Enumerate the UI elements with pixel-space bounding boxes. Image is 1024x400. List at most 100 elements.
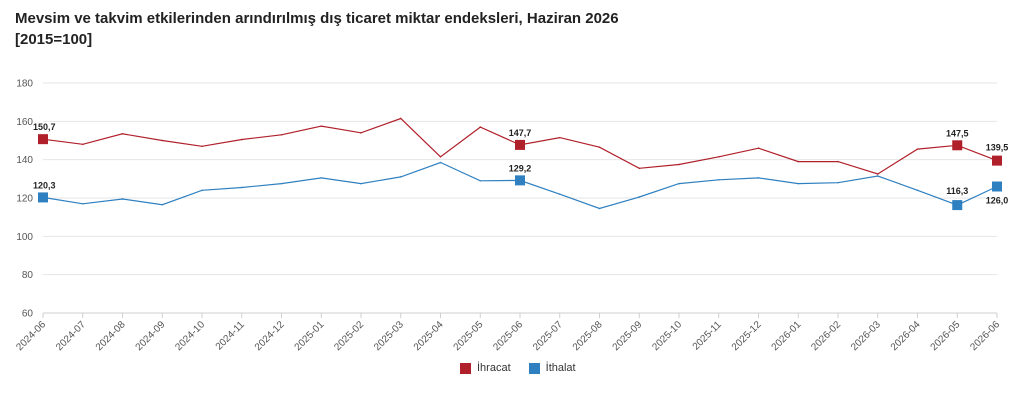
x-tick-label-2025-04: 2025-04 — [412, 319, 446, 353]
legend-item-ihracat[interactable]: İhracat — [460, 362, 511, 374]
x-tick-label-2024-10: 2024-10 — [173, 319, 207, 353]
x-tick-label-2024-06: 2024-06 — [14, 319, 48, 353]
data-label-1-2024-06: 120,3 — [33, 180, 56, 190]
series-1-point-2025-07 — [558, 193, 561, 195]
series-0-point-2025-11 — [717, 155, 720, 158]
marker-1-2025-06 — [515, 175, 525, 186]
series-1-point-2025-12 — [757, 177, 760, 179]
marker-0-2026-05 — [952, 140, 963, 151]
marker-1-2026-05 — [952, 200, 963, 211]
series-1-point-2024-10 — [201, 189, 203, 192]
x-tick-label-2025-09: 2025-09 — [611, 319, 645, 353]
series-1-point-2025-11 — [717, 178, 720, 181]
series-1-point-2025-05 — [479, 179, 482, 182]
series-1-point-2025-01 — [320, 177, 323, 179]
series-1-point-2025-03 — [399, 176, 402, 178]
marker-0-2025-06 — [515, 139, 525, 150]
y-tick-label-180: 180 — [16, 79, 33, 90]
legend-label-ihracat: İhracat — [477, 362, 511, 374]
x-tick-label-2024-11: 2024-11 — [214, 319, 248, 353]
series-0-point-2025-08 — [598, 146, 601, 149]
marker-0-2024-06 — [38, 134, 48, 145]
marker-0-2026-06 — [992, 155, 1002, 166]
series-0-point-2024-07 — [81, 143, 84, 146]
data-label-0-2025-06: 147,7 — [509, 128, 532, 138]
data-label-0-2026-05: 147,5 — [946, 128, 969, 138]
series-0-point-2025-03 — [399, 117, 402, 120]
x-tick-label-2025-10: 2025-10 — [650, 319, 684, 353]
y-tick-label-120: 120 — [16, 194, 33, 205]
legend-item-ithalat[interactable]: İthalat — [528, 362, 576, 374]
series-0-point-2026-02 — [837, 160, 839, 163]
x-tick-label-2026-01: 2026-01 — [770, 319, 804, 353]
x-tick-label-2026-04: 2026-04 — [889, 319, 923, 353]
x-tick-label-2025-02: 2025-02 — [332, 319, 366, 353]
title-block: Mevsim ve takvim etkilerinden arındırılm… — [15, 8, 619, 50]
x-tick-label-2024-08: 2024-08 — [94, 319, 128, 353]
x-tick-label-2024-07: 2024-07 — [54, 319, 88, 353]
series-0-point-2024-08 — [121, 132, 124, 135]
series-0-point-2026-01 — [797, 160, 800, 163]
series-1-point-2026-04 — [916, 189, 919, 192]
series-1-point-2026-01 — [797, 182, 800, 185]
data-label-1-2026-05: 116,3 — [946, 186, 968, 196]
series-1-point-2024-11 — [240, 186, 243, 189]
series-0-point-2025-09 — [638, 167, 641, 170]
marker-1-2024-06 — [38, 192, 48, 203]
x-tick-label-2025-11: 2025-11 — [691, 319, 725, 353]
x-tick-label-2026-02: 2026-02 — [809, 319, 843, 353]
x-tick-label-2025-03: 2025-03 — [372, 319, 406, 353]
x-tick-label-2025-05: 2025-05 — [452, 319, 486, 353]
series-1-point-2025-08 — [598, 207, 601, 210]
series-0-point-2025-02 — [360, 132, 362, 134]
series-1-point-2025-04 — [439, 161, 442, 164]
series-1-point-2026-03 — [876, 175, 879, 177]
series-0-point-2025-04 — [439, 155, 442, 158]
series-0-point-2025-07 — [558, 136, 561, 139]
y-tick-label-60: 60 — [22, 309, 34, 320]
series-0-point-2024-12 — [280, 133, 283, 136]
legend: İhracat İthalat — [460, 362, 576, 374]
y-tick-label-160: 160 — [16, 117, 33, 128]
x-tick-label-2025-01: 2025-01 — [293, 319, 327, 353]
series-0-point-2025-10 — [678, 163, 680, 166]
series-1-point-2026-02 — [837, 181, 839, 184]
legend-swatch-ihracat — [460, 362, 471, 374]
x-tick-label-2024-09: 2024-09 — [134, 319, 168, 353]
series-1-point-2024-08 — [121, 198, 124, 200]
data-label-1-2025-06: 129,2 — [509, 163, 532, 173]
y-tick-label-80: 80 — [22, 270, 34, 281]
series-0-point-2024-10 — [201, 145, 203, 148]
x-tick-label-2026-06: 2026-06 — [968, 319, 1002, 353]
series-1-point-2025-02 — [360, 182, 362, 185]
x-tick-label-2025-08: 2025-08 — [571, 319, 605, 353]
series-1-point-2025-09 — [638, 196, 641, 198]
x-tick-label-2026-03: 2026-03 — [849, 319, 883, 353]
series-0-point-2025-12 — [757, 147, 760, 149]
legend-swatch-ithalat — [528, 362, 540, 374]
data-label-1-2026-06: 126,0 — [986, 196, 1009, 206]
y-tick-label-140: 140 — [16, 155, 33, 166]
x-tick-label-2025-07: 2025-07 — [531, 319, 565, 353]
chart-title: Mevsim ve takvim etkilerinden arındırılm… — [15, 10, 619, 27]
chart-subtitle: [2015=100] — [15, 31, 93, 48]
series-1-point-2024-09 — [161, 203, 164, 206]
y-tick-label-100: 100 — [16, 232, 33, 243]
data-label-0-2024-06: 150,7 — [33, 122, 56, 132]
series-0-point-2025-01 — [320, 125, 323, 127]
marker-1-2026-06 — [992, 181, 1002, 192]
series-1-point-2024-07 — [81, 202, 84, 205]
series-1-point-2024-12 — [280, 182, 283, 185]
series-0-point-2024-11 — [240, 138, 243, 141]
series-0-point-2026-03 — [876, 173, 879, 175]
series-1-point-2025-10 — [678, 182, 680, 185]
x-tick-label-2026-05: 2026-05 — [929, 319, 963, 353]
x-tick-label-2025-06: 2025-06 — [491, 319, 525, 353]
x-tick-label-2024-12: 2024-12 — [253, 319, 287, 353]
series-0-point-2025-05 — [479, 126, 482, 128]
legend-label-ithalat: İthalat — [545, 362, 576, 374]
series-0-point-2026-04 — [916, 148, 919, 150]
series-0-point-2024-09 — [161, 139, 164, 142]
x-tick-label-2025-12: 2025-12 — [730, 319, 764, 353]
